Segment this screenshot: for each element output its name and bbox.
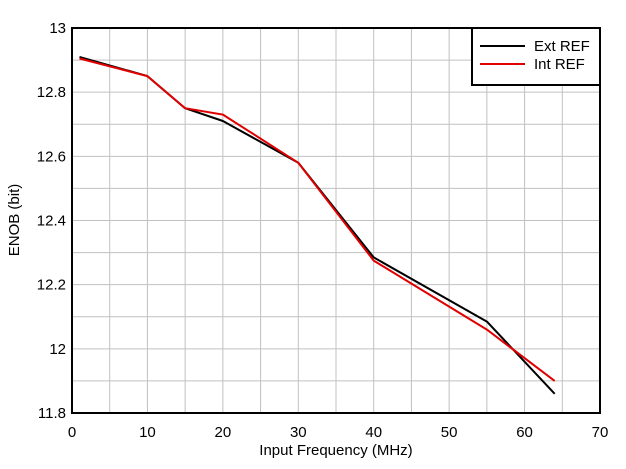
x-tick-label: 10 (139, 424, 156, 441)
x-tick-label: 20 (215, 424, 232, 441)
series-line-int-ref (79, 57, 556, 382)
series-line-ext-ref (79, 55, 556, 395)
y-tick-label: 12 (49, 341, 66, 358)
x-tick-label: 50 (441, 424, 458, 441)
y-tick-label: 12.2 (37, 277, 66, 294)
x-axis-title: Input Frequency (MHz) (259, 442, 412, 459)
legend-box (471, 27, 601, 86)
y-tick-label: 12.4 (37, 213, 66, 230)
x-tick-label: 60 (516, 424, 533, 441)
y-tick-label: 12.6 (37, 148, 66, 165)
legend: Ext REF Int REF (471, 27, 601, 86)
y-tick-label: 13 (49, 20, 66, 37)
x-tick-label: 30 (290, 424, 307, 441)
y-axis-tick-labels: 11.8 12 12.2 12.4 12.6 12.8 13 (37, 20, 66, 422)
x-tick-label: 40 (365, 424, 382, 441)
grid-lines (72, 28, 600, 413)
x-tick-label: 70 (592, 424, 609, 441)
legend-label-ext-ref: Ext REF (534, 38, 590, 55)
data-series (79, 55, 556, 395)
y-tick-label: 11.8 (38, 405, 66, 422)
y-tick-label: 12.8 (37, 84, 66, 101)
legend-label-int-ref: Int REF (534, 56, 585, 73)
plot-area-frame (71, 27, 601, 414)
y-axis-title: ENOB (bit) (6, 184, 23, 257)
x-tick-label: 0 (68, 424, 76, 441)
x-axis-tick-labels: 0 10 20 30 40 50 60 70 (68, 424, 609, 441)
